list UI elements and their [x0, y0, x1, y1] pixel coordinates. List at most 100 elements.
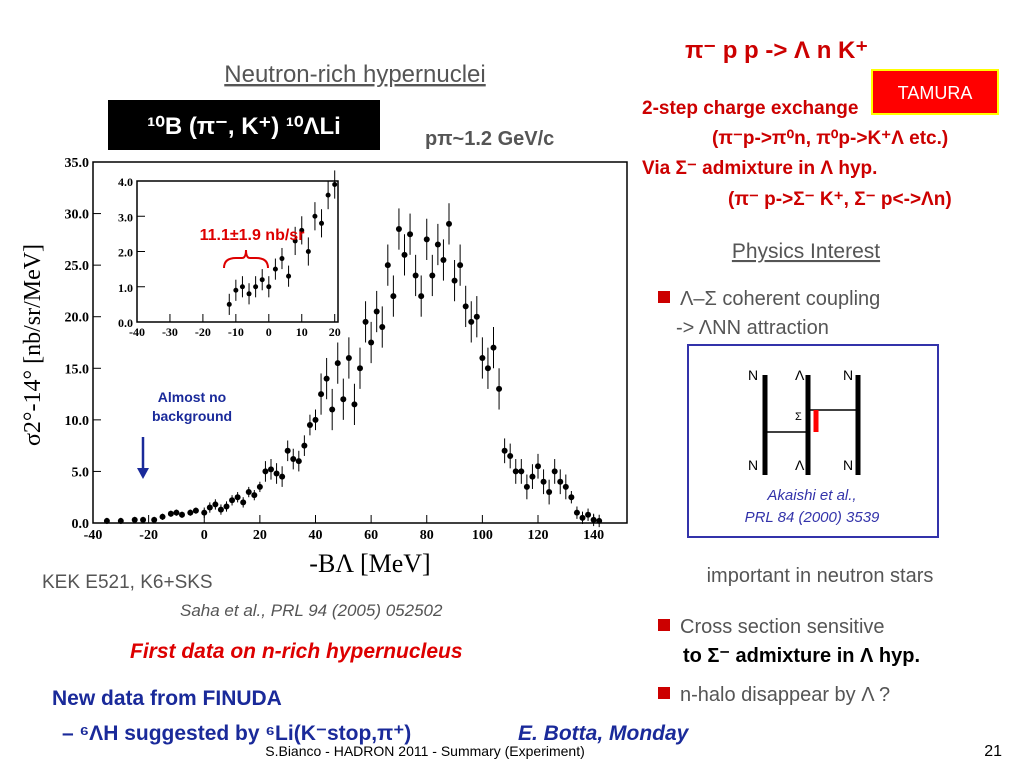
- bullet-text: n-halo disappear by Λ ?: [680, 684, 890, 706]
- data-point: [233, 287, 239, 293]
- diagram-label: Λ: [795, 367, 805, 383]
- bullet: [658, 291, 670, 303]
- data-point: [226, 301, 232, 307]
- reference: Akaishi et al.,: [766, 487, 856, 504]
- data-point: [305, 249, 311, 254]
- data-point: [362, 318, 369, 325]
- data-point: [301, 442, 308, 449]
- x-tick-label: 120: [528, 528, 549, 543]
- diagram-box: [687, 344, 939, 538]
- data-point: [131, 516, 138, 523]
- data-point: [179, 511, 185, 518]
- data-point: [240, 499, 247, 506]
- x-tick-label: -40: [129, 325, 145, 339]
- data-point: [368, 339, 375, 346]
- citation: Saha et al., PRL 94 (2005) 052502: [180, 601, 443, 620]
- data-point: [418, 293, 425, 300]
- data-point: [512, 468, 519, 475]
- inset-annotation: 11.1±1.9 nb/sr: [200, 227, 305, 244]
- diagram: [762, 375, 861, 475]
- data-point: [384, 262, 391, 269]
- data-point: [395, 226, 402, 233]
- note: important in neutron stars: [707, 565, 934, 587]
- data-point: [192, 507, 199, 514]
- data-point: [268, 466, 274, 473]
- data-point: [562, 483, 569, 490]
- x-tick-label: -40: [84, 528, 103, 543]
- mechanism: (π⁻ p->Σ⁻ K⁺, Σ⁻ p<->Λn): [728, 189, 952, 210]
- x-tick-label: -20: [195, 325, 211, 339]
- data-point: [262, 468, 269, 475]
- bullet-text: Λ–Σ coherent coupling: [680, 288, 880, 310]
- data-point: [206, 504, 213, 511]
- data-point: [429, 272, 436, 279]
- data-point: [451, 277, 458, 284]
- data-point: [434, 241, 441, 248]
- data-point: [540, 478, 547, 485]
- data-point: [325, 192, 331, 198]
- reference: PRL 84 (2000) 3539: [745, 509, 880, 526]
- data-point: [596, 517, 603, 524]
- data-point: [234, 494, 241, 501]
- y-tick-label: 15.0: [65, 362, 90, 377]
- data-point: [151, 516, 158, 523]
- data-point: [557, 478, 564, 485]
- data-point: [468, 318, 475, 325]
- data-point: [446, 220, 452, 227]
- x-tick-label: -10: [228, 325, 244, 339]
- data-point: [484, 365, 491, 372]
- data-point: [351, 401, 358, 408]
- data-point: [229, 497, 236, 504]
- data-point: [103, 517, 110, 524]
- y-tick-label: 5.0: [72, 465, 90, 480]
- plot-frame: [136, 180, 339, 323]
- mechanism: (π⁻p->π⁰n, π⁰p->K⁺Λ etc.): [712, 128, 948, 149]
- data-point: [286, 273, 292, 279]
- diagram-label: Σ: [795, 411, 802, 423]
- data-point: [479, 354, 486, 361]
- data-point: [323, 375, 330, 382]
- data-point: [272, 266, 278, 272]
- data-point: [523, 483, 530, 490]
- momentum: pπ~1.2 GeV/c: [425, 128, 554, 150]
- data-point: [256, 483, 263, 490]
- x-axis-label: -BΛ [MeV]: [309, 549, 430, 578]
- data-point: [496, 385, 503, 392]
- y-tick-label: 4.0: [118, 175, 133, 189]
- data-point: [295, 458, 302, 465]
- data-point: [334, 360, 341, 367]
- data-point: [585, 511, 592, 518]
- data-point: [318, 391, 325, 398]
- data-point: [173, 509, 180, 516]
- finuda: – ⁶ΛH suggested by ⁶Li(K⁻stop,π⁺): [62, 722, 411, 745]
- data-point: [457, 262, 464, 269]
- slide-title: Neutron-rich hypernuclei: [224, 61, 485, 88]
- x-tick-label: 80: [420, 528, 434, 543]
- data-point: [279, 256, 285, 262]
- data-point: [117, 517, 124, 524]
- x-tick-label: 20: [253, 528, 267, 543]
- data-point: [201, 509, 208, 516]
- data-point: [239, 284, 245, 290]
- y-tick-label: 2.0: [118, 246, 133, 260]
- bullet: [658, 619, 670, 631]
- y-tick-label: 0.0: [72, 517, 90, 532]
- x-tick-label: 0: [266, 325, 272, 339]
- data-point: [507, 452, 514, 459]
- finuda: New data from FINUDA: [52, 687, 282, 710]
- x-tick-label: 40: [309, 528, 323, 543]
- data-point: [306, 422, 313, 429]
- y-axis-label: σ2°-14° [nb/sr/MeV]: [20, 244, 46, 446]
- data-point: [473, 313, 480, 320]
- top-reaction: π⁻ p p -> Λ n K⁺: [685, 37, 868, 64]
- data-point: [253, 284, 259, 290]
- diagram-label: N: [843, 457, 853, 473]
- plots: -40 -20 0 20 40 60 80 100 120 1400.05.010.015.020…: [20, 156, 628, 578]
- experiment: KEK E521, K6+SKS: [42, 572, 213, 593]
- data-point: [246, 291, 252, 297]
- x-tick-label: 100: [472, 528, 493, 543]
- y-tick-label: 3.0: [118, 210, 133, 224]
- diagram-label: N: [748, 457, 758, 473]
